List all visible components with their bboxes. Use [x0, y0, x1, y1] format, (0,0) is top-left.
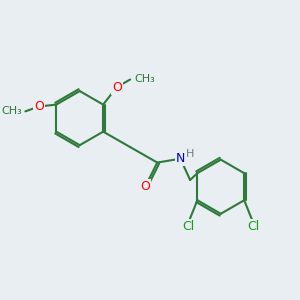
Text: H: H	[186, 149, 194, 159]
Text: O: O	[140, 180, 150, 193]
Text: N: N	[176, 152, 185, 165]
Text: CH₃: CH₃	[134, 74, 155, 85]
Text: O: O	[34, 100, 44, 113]
Text: Cl: Cl	[182, 220, 195, 233]
Text: CH₃: CH₃	[2, 106, 22, 116]
Text: Cl: Cl	[247, 220, 259, 233]
Text: O: O	[112, 81, 122, 94]
